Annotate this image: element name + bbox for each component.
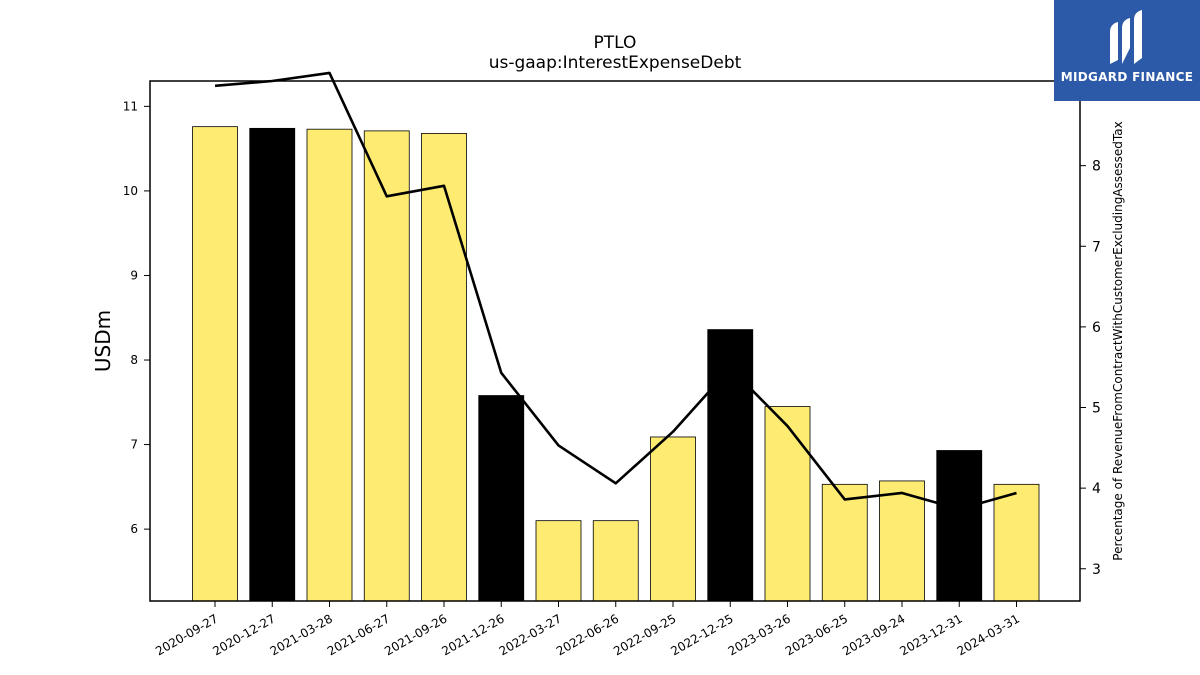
right-tick-label-5: 5 <box>1092 401 1101 417</box>
x-tick-label-2022-06-26: 2022-06-26 <box>554 611 621 658</box>
brand-logo: MIDGARD FINANCE <box>1054 0 1200 101</box>
y-axis-label-left: USDm <box>91 310 115 372</box>
x-tick-label-2024-03-31: 2024-03-31 <box>955 611 1022 658</box>
right-tick-label-8: 8 <box>1092 159 1101 175</box>
x-tick-label-2021-03-28: 2021-03-28 <box>268 611 335 658</box>
x-tick-label-2021-09-26: 2021-09-26 <box>382 611 449 658</box>
bar-2022-09-25 <box>650 436 696 602</box>
bar-2022-12-25 <box>707 329 754 602</box>
right-tick-label-3: 3 <box>1092 562 1101 578</box>
y-axis-label-right: Percentage of RevenueFromContractWithCus… <box>1111 121 1125 560</box>
bar-2020-09-27 <box>192 126 238 602</box>
left-tick-label-6: 6 <box>130 522 138 536</box>
logo-text: MIDGARD FINANCE <box>1060 70 1194 84</box>
bar-2023-12-31 <box>936 450 983 602</box>
chart-title: PTLO <box>594 33 637 53</box>
x-axis: 2020-09-272020-12-272021-03-282021-06-27… <box>153 601 1022 658</box>
left-tick-label-10: 10 <box>123 184 138 198</box>
bar-2023-09-24 <box>879 480 925 602</box>
line-layer <box>214 71 1017 511</box>
left-tick-label-8: 8 <box>130 353 138 367</box>
bar-2021-09-26 <box>421 133 467 602</box>
left-axis: 6 7 8 9 10 11 <box>123 99 150 536</box>
bar-2023-03-26 <box>764 406 811 602</box>
right-tick-label-4: 4 <box>1092 481 1101 497</box>
left-tick-label-11: 11 <box>123 99 138 113</box>
bars <box>192 126 1040 602</box>
bar-2023-06-25 <box>821 483 868 602</box>
x-tick-label-2022-03-27: 2022-03-27 <box>497 611 564 658</box>
x-tick-label-2022-12-25: 2022-12-25 <box>668 611 735 658</box>
bar-2021-12-26 <box>478 395 525 602</box>
right-tick-label-6: 6 <box>1092 320 1101 336</box>
logo-mark-icon <box>1110 10 1142 64</box>
right-tick-label-7: 7 <box>1092 239 1101 255</box>
bar-2022-06-26 <box>592 520 639 602</box>
left-tick-label-7: 7 <box>130 438 138 452</box>
plot-frame <box>149 80 1081 602</box>
x-tick-label-2022-09-25: 2022-09-25 <box>611 611 678 658</box>
bar-2022-03-27 <box>535 520 582 602</box>
x-tick-label-2021-12-26: 2021-12-26 <box>439 611 506 658</box>
x-tick-label-2023-12-31: 2023-12-31 <box>897 611 964 658</box>
left-tick-label-9: 9 <box>130 268 138 282</box>
bar-2020-12-27 <box>249 127 296 602</box>
bar-2024-03-31 <box>993 483 1040 602</box>
bar-2021-06-27 <box>363 130 410 602</box>
x-tick-label-2020-09-27: 2020-09-27 <box>153 611 220 658</box>
x-tick-label-2023-03-26: 2023-03-26 <box>726 611 793 658</box>
x-tick-label-2023-09-24: 2023-09-24 <box>840 611 907 658</box>
x-tick-label-2020-12-27: 2020-12-27 <box>210 611 277 658</box>
x-tick-label-2021-06-27: 2021-06-27 <box>325 611 392 658</box>
x-tick-label-2023-06-25: 2023-06-25 <box>783 611 850 658</box>
bar-2021-03-28 <box>306 128 353 602</box>
chart-subtitle: us-gaap:InterestExpenseDebt <box>489 53 742 73</box>
right-axis: 3456789 <box>1080 78 1101 578</box>
